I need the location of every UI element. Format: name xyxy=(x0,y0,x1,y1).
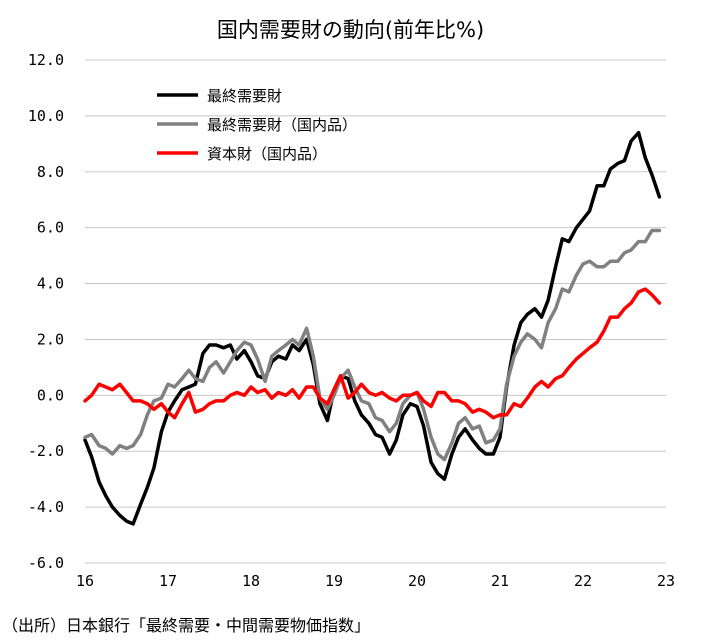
x-tick-label: 23 xyxy=(657,572,675,590)
y-tick-label: -6.0 xyxy=(28,554,64,572)
chart-title: 国内需要財の動向(前年比%) xyxy=(216,18,485,42)
x-tick-label: 16 xyxy=(76,572,94,590)
y-tick-label: 4.0 xyxy=(37,275,64,293)
legend-label: 資本財（国内品） xyxy=(207,145,327,163)
source-note: （出所）日本銀行「最終需要・中間需要物価指数」 xyxy=(2,616,371,635)
series-line-0 xyxy=(83,130,662,526)
x-tick-label: 18 xyxy=(242,572,260,590)
series-lines xyxy=(83,130,662,526)
x-tick-label: 17 xyxy=(159,572,177,590)
y-tick-label: 8.0 xyxy=(37,163,64,181)
x-tick-label: 21 xyxy=(491,572,509,590)
y-axis-tick-labels: 12.0 10.0 8.0 6.0 4.0 2.0 0.0 -2.0 -4.0 -6.0 xyxy=(28,51,64,572)
y-tick-label: 0.0 xyxy=(37,386,64,404)
gridlines xyxy=(85,59,666,564)
y-tick-label: 6.0 xyxy=(37,219,64,237)
legend-label: 最終需要財 xyxy=(207,87,282,105)
y-tick-label: 12.0 xyxy=(28,51,64,69)
legend-label: 最終需要財（国内品） xyxy=(207,116,357,134)
x-axis-tick-labels: 16 17 18 19 20 21 22 23 xyxy=(76,572,675,590)
x-tick-label: 22 xyxy=(574,572,592,590)
y-tick-label: 2.0 xyxy=(37,330,64,348)
series-line-2 xyxy=(83,287,662,420)
x-tick-label: 19 xyxy=(325,572,343,590)
y-tick-label: 10.0 xyxy=(28,107,64,125)
series-line-1 xyxy=(83,228,662,462)
y-tick-label: -4.0 xyxy=(28,498,64,516)
y-tick-label: -2.0 xyxy=(28,442,64,460)
x-tick-label: 20 xyxy=(408,572,426,590)
